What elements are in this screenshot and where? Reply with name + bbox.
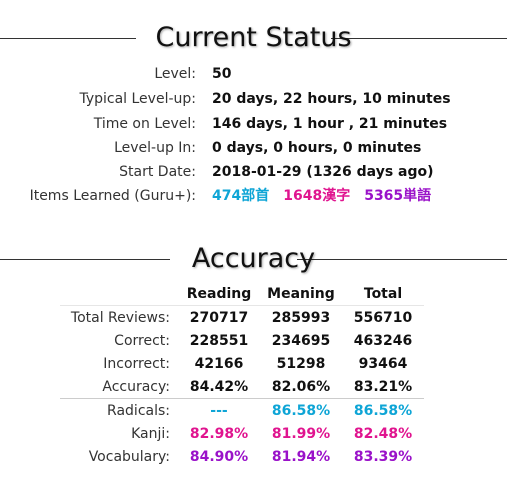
- meaning-cell: 234695: [271, 332, 331, 349]
- status-row-levelup-in: Level-up In: 0 days, 0 hours, 0 minutes: [0, 136, 507, 160]
- total-cell: 556710: [353, 309, 413, 326]
- items-radicals-count: 474部首: [212, 188, 270, 204]
- table-row-kanji: Kanji: 82.98% 81.99% 82.48%: [60, 422, 424, 445]
- items-kanji-count: 1648漢字: [283, 188, 351, 204]
- total-cell: 82.48%: [353, 425, 413, 442]
- items-learned-values: 474部首 1648漢字 5365単語: [212, 184, 445, 208]
- row-label: Kanji:: [131, 425, 170, 442]
- total-cell: 83.21%: [353, 378, 413, 395]
- row-label: Correct:: [114, 332, 170, 349]
- meaning-cell: 51298: [276, 355, 326, 372]
- meaning-cell: 86.58%: [260, 398, 342, 422]
- current-status-title: Current Status: [155, 22, 352, 53]
- header-rule-right: [331, 38, 507, 39]
- status-value: 2018-01-29 (1326 days ago): [212, 164, 434, 180]
- header-rule-right: [297, 259, 507, 260]
- table-row: Accuracy: 84.42% 82.06% 83.21%: [60, 375, 424, 399]
- meaning-cell: 81.99%: [271, 425, 331, 442]
- accuracy-table: Reading Meaning Total Total Reviews: 270…: [60, 282, 424, 468]
- table-row-vocabulary: Vocabulary: 84.90% 81.94% 83.39%: [60, 445, 424, 468]
- status-label: Items Learned (Guru+):: [29, 188, 196, 204]
- table-row-radicals: Radicals: --- 86.58% 86.58%: [60, 398, 424, 422]
- row-label: Radicals:: [60, 398, 178, 422]
- status-label: Start Date:: [119, 164, 196, 180]
- meaning-cell: 285993: [271, 309, 331, 326]
- col-header-meaning: Meaning: [260, 282, 342, 306]
- status-label: Typical Level-up:: [79, 91, 196, 107]
- meaning-cell: 82.06%: [271, 378, 331, 395]
- status-row-level: Level: 50: [0, 62, 507, 86]
- corner-cell: [60, 282, 178, 306]
- row-label: Vocabulary:: [88, 448, 170, 465]
- accuracy-title: Accuracy: [191, 243, 316, 274]
- status-label: Level-up In:: [114, 140, 196, 156]
- total-cell: 83.39%: [353, 448, 413, 465]
- accuracy-header: Accuracy: [0, 239, 507, 279]
- current-status-header: Current Status: [0, 18, 507, 58]
- status-value: 146 days, 1 hour , 21 minutes: [212, 116, 448, 132]
- items-vocabulary-count: 5365単語: [364, 188, 432, 204]
- reading-cell: 270717: [189, 309, 249, 326]
- total-cell: 86.58%: [342, 398, 424, 422]
- status-row-start-date: Start Date: 2018-01-29 (1326 days ago): [0, 160, 507, 184]
- status-row-time-on-level: Time on Level: 146 days, 1 hour , 21 min…: [0, 112, 507, 136]
- meaning-cell: 81.94%: [271, 448, 331, 465]
- col-header-total: Total: [342, 282, 424, 306]
- col-header-reading: Reading: [178, 282, 260, 306]
- row-label: Accuracy:: [102, 378, 170, 395]
- total-cell: 93464: [358, 355, 408, 372]
- status-label: Time on Level:: [93, 116, 196, 132]
- status-row-typical-levelup: Typical Level-up: 20 days, 22 hours, 10 …: [0, 87, 507, 111]
- total-cell: 463246: [353, 332, 413, 349]
- status-value: 20 days, 22 hours, 10 minutes: [212, 91, 451, 107]
- status-value: 0 days, 0 hours, 0 minutes: [212, 140, 422, 156]
- reading-cell: 82.98%: [189, 425, 249, 442]
- table-row: Total Reviews: 270717 285993 556710: [60, 306, 424, 330]
- reading-cell: 42166: [194, 355, 244, 372]
- header-rule-left: [0, 259, 170, 260]
- status-value: 50: [212, 66, 232, 82]
- row-label: Incorrect:: [103, 355, 170, 372]
- accuracy-header-row: Reading Meaning Total: [60, 282, 424, 306]
- reading-cell: ---: [178, 398, 260, 422]
- header-rule-left: [0, 38, 136, 39]
- table-row: Incorrect: 42166 51298 93464: [60, 352, 424, 375]
- status-label: Level:: [154, 66, 196, 82]
- reading-cell: 84.90%: [189, 448, 249, 465]
- reading-cell: 84.42%: [189, 378, 249, 395]
- reading-cell: 228551: [189, 332, 249, 349]
- table-row: Correct: 228551 234695 463246: [60, 329, 424, 352]
- row-label: Total Reviews:: [70, 309, 170, 326]
- status-row-items-learned: Items Learned (Guru+): 474部首 1648漢字 5365単語: [0, 184, 507, 208]
